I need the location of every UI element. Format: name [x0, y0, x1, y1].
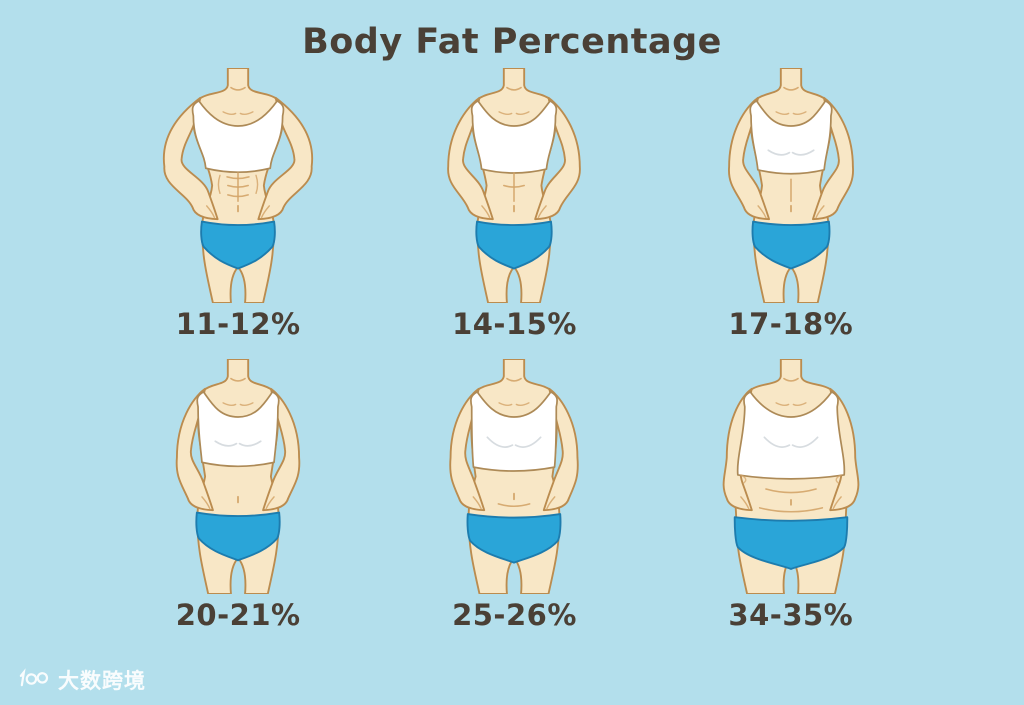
figure-cell: 34-35% [653, 359, 929, 632]
body-figure [419, 359, 609, 594]
figure-label: 20-21% [175, 598, 301, 632]
figure-cell: 11-12% [100, 68, 376, 341]
figure-label: 14-15% [452, 307, 577, 341]
body-figure [696, 359, 886, 594]
figure-label: 34-35% [728, 598, 854, 632]
body-figure [143, 68, 333, 303]
figure-cell: 20-21% [100, 359, 376, 632]
body-fat-infographic: Body Fat Percentage 11-12% 14-15% [0, 22, 1024, 705]
figure-cell: 14-15% [376, 68, 652, 341]
figure-label: 17-18% [728, 307, 854, 341]
figure-label: 11-12% [175, 307, 301, 341]
body-figure [419, 68, 609, 303]
figure-grid: 11-12% 14-15% 17-18% [0, 68, 1024, 632]
watermark-text: 大数跨境 [58, 669, 146, 693]
figure-label: 25-26% [452, 598, 577, 632]
watermark-logo-icon [16, 667, 50, 693]
figure-cell: 25-26% [376, 359, 652, 632]
figure-cell: 17-18% [653, 68, 929, 341]
page-title: Body Fat Percentage [302, 22, 722, 62]
body-figure [143, 359, 333, 594]
watermark: 大数跨境 [16, 665, 146, 695]
body-figure [696, 68, 886, 303]
